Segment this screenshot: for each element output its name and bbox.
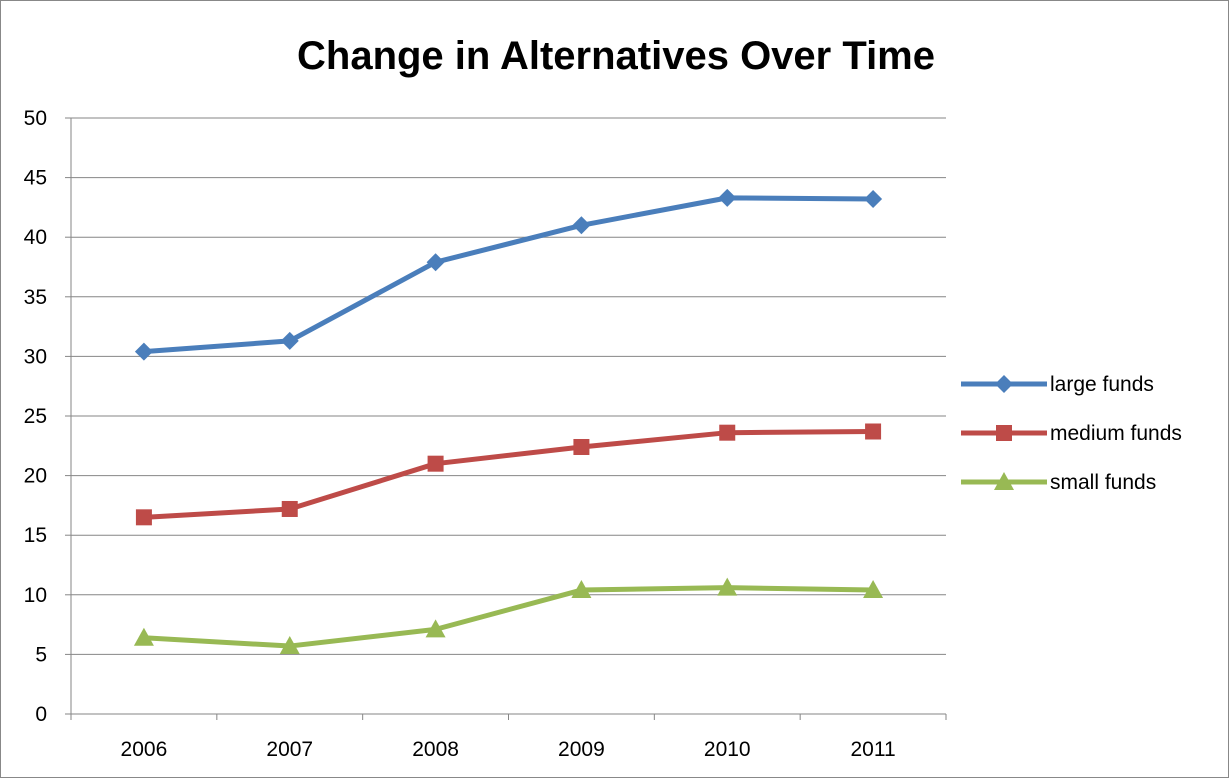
legend-label: small funds <box>1050 471 1156 494</box>
y-tick-label: 40 <box>24 226 47 249</box>
y-tick-label: 15 <box>24 524 47 547</box>
legend-item-small-funds: small funds <box>961 471 1156 494</box>
legend-item-medium-funds: medium funds <box>961 422 1182 445</box>
data-point-large-funds <box>572 216 591 235</box>
gridlines <box>71 117 946 655</box>
y-tick-label: 10 <box>24 584 47 607</box>
chart-title: Change in Alternatives Over Time <box>297 34 935 78</box>
data-point-large-funds <box>718 188 737 207</box>
data-point-medium-funds <box>573 438 590 455</box>
legend-marker <box>996 425 1012 441</box>
legend-marker <box>995 375 1013 393</box>
x-tick-label: 2007 <box>266 738 313 761</box>
series-small-funds <box>133 577 884 655</box>
data-point-small-funds <box>717 577 738 596</box>
y-tick-label: 0 <box>35 703 47 726</box>
x-tick-label: 2009 <box>558 738 605 761</box>
series-line-small-funds <box>141 585 876 649</box>
data-point-small-funds <box>425 619 446 638</box>
y-tick-label: 5 <box>35 643 47 666</box>
data-point-medium-funds <box>719 424 736 441</box>
x-tick-label: 2010 <box>704 738 751 761</box>
legend-label: large funds <box>1050 373 1154 396</box>
series-line-large-funds <box>141 195 876 355</box>
data-point-medium-funds <box>427 455 444 472</box>
y-tick-label: 30 <box>24 345 47 368</box>
series-group <box>133 188 884 655</box>
x-tick-label: 2008 <box>412 738 459 761</box>
data-point-large-funds <box>426 253 445 272</box>
data-point-medium-funds <box>865 423 882 440</box>
x-tick-label: 2006 <box>121 738 168 761</box>
data-point-large-funds <box>864 190 883 209</box>
axes: 0 5 10 15 20 25 30 35 40 45 50 2006 2007 2008 2009 2010… <box>24 107 947 761</box>
data-point-large-funds <box>134 342 153 361</box>
y-tick-label: 35 <box>24 286 47 309</box>
series-large-funds <box>134 188 883 361</box>
series-line-medium-funds <box>141 428 876 520</box>
data-point-small-funds <box>133 627 154 646</box>
y-tick-label: 20 <box>24 465 47 488</box>
y-tick-label: 50 <box>24 107 47 130</box>
legend-label: medium funds <box>1050 422 1182 445</box>
y-tick-label: 25 <box>24 405 47 428</box>
data-point-medium-funds <box>281 500 298 517</box>
series-medium-funds <box>135 423 882 526</box>
data-point-medium-funds <box>135 509 152 526</box>
legend-marker <box>994 472 1014 490</box>
data-point-large-funds <box>280 331 299 350</box>
y-tick-label: 45 <box>24 167 47 190</box>
legend: large funds medium funds small funds <box>961 373 1182 494</box>
data-point-small-funds <box>863 580 884 599</box>
legend-item-large-funds: large funds <box>961 373 1154 396</box>
data-point-small-funds <box>279 636 300 655</box>
x-tick-label: 2011 <box>850 738 895 761</box>
data-point-small-funds <box>571 580 592 599</box>
